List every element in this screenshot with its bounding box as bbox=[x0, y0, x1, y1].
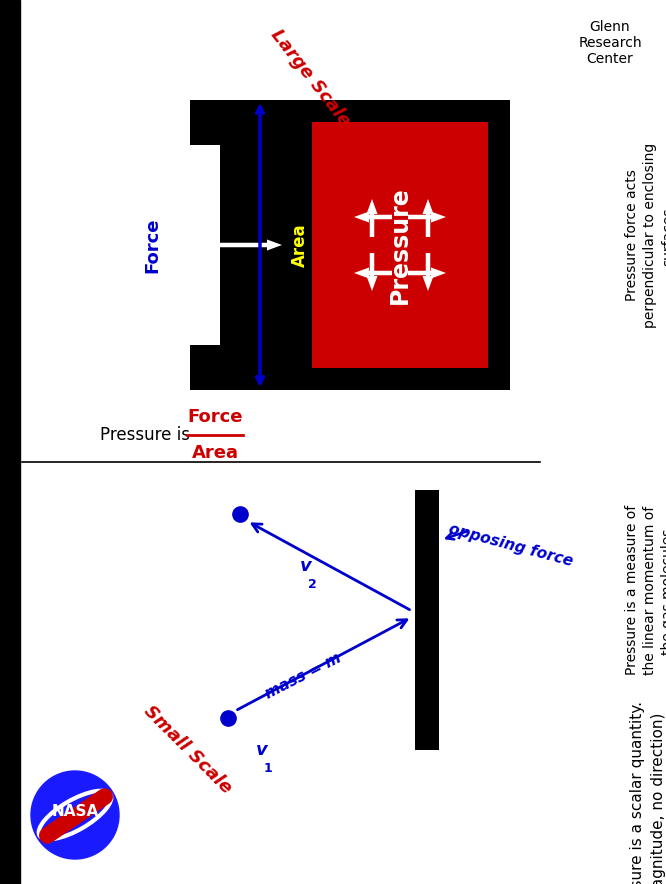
Bar bbox=[220, 145, 290, 345]
Text: NASA: NASA bbox=[51, 804, 99, 819]
Text: v: v bbox=[300, 557, 312, 575]
Text: 2: 2 bbox=[308, 578, 317, 591]
Bar bbox=[190, 345, 290, 390]
FancyArrow shape bbox=[165, 240, 282, 250]
Text: Air Pressure: Air Pressure bbox=[0, 404, 24, 596]
Text: Glenn: Glenn bbox=[589, 20, 630, 34]
Bar bbox=[190, 100, 290, 145]
Text: Small Scale: Small Scale bbox=[141, 703, 236, 797]
Text: 1: 1 bbox=[264, 762, 273, 775]
FancyArrow shape bbox=[422, 253, 434, 291]
FancyArrow shape bbox=[408, 211, 446, 223]
Text: Large Scale: Large Scale bbox=[266, 26, 354, 130]
Text: v: v bbox=[256, 741, 268, 759]
Bar bbox=[312, 122, 488, 368]
Text: opposing force: opposing force bbox=[447, 522, 575, 568]
Text: Force: Force bbox=[143, 217, 161, 273]
Text: Center: Center bbox=[587, 52, 633, 66]
Text: Force: Force bbox=[187, 408, 242, 426]
FancyArrow shape bbox=[354, 268, 392, 278]
FancyArrow shape bbox=[366, 199, 378, 237]
Text: Pressure force acts
perpendicular to enclosing
surfaces.: Pressure force acts perpendicular to enc… bbox=[625, 142, 666, 328]
Bar bbox=[0, 0, 20, 884]
Circle shape bbox=[31, 771, 119, 859]
FancyArrow shape bbox=[408, 268, 446, 278]
Text: Research: Research bbox=[578, 36, 642, 50]
Text: mass = m: mass = m bbox=[263, 651, 344, 702]
Text: Area: Area bbox=[291, 223, 309, 267]
FancyArrow shape bbox=[422, 199, 434, 237]
Text: Area: Area bbox=[192, 444, 238, 462]
FancyArrowPatch shape bbox=[47, 796, 105, 835]
Text: Pressure: Pressure bbox=[388, 187, 412, 304]
Text: Pressure is: Pressure is bbox=[100, 426, 200, 444]
Bar bbox=[290, 100, 510, 390]
Bar bbox=[415, 490, 439, 750]
Text: Pressure is a measure of
the linear momentum of
the gas molecules.: Pressure is a measure of the linear mome… bbox=[625, 505, 666, 675]
FancyArrow shape bbox=[354, 211, 392, 223]
FancyArrow shape bbox=[366, 253, 378, 291]
Text: Pressure is a scalar quantity.
(magnitude, no direction): Pressure is a scalar quantity. (magnitud… bbox=[630, 700, 666, 884]
